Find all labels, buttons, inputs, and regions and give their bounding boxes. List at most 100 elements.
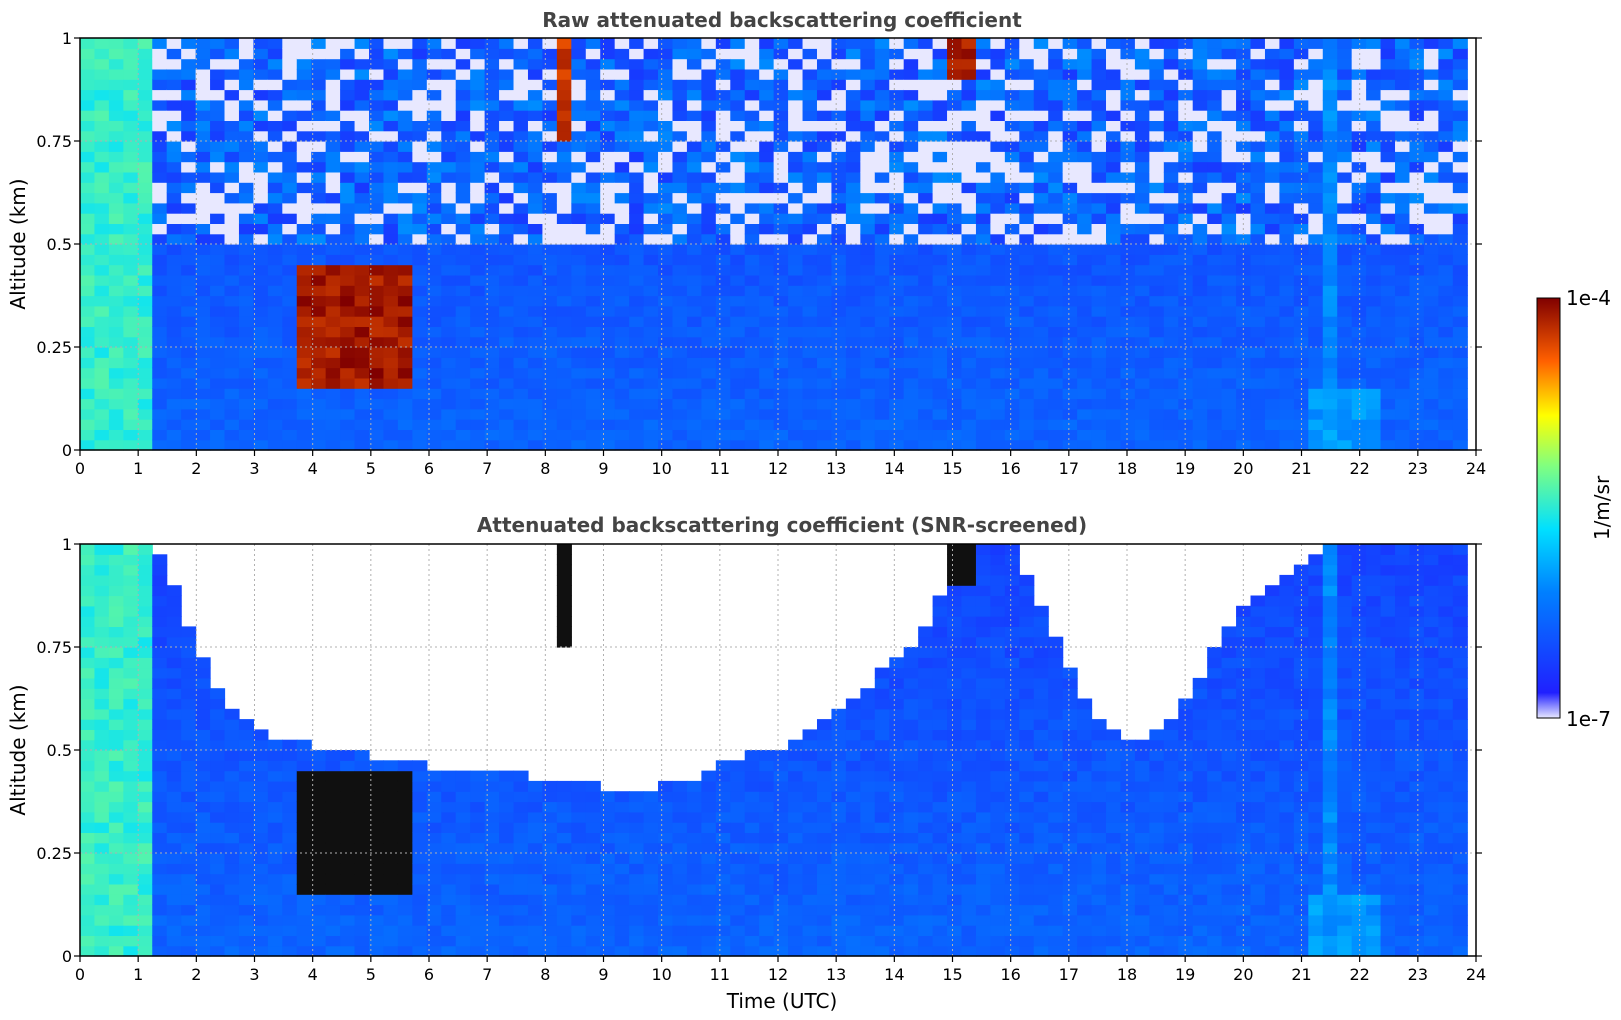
heatmap-cell [108, 574, 124, 586]
heatmap-cell [744, 68, 760, 80]
heatmap-cell [1322, 171, 1338, 183]
heatmap-cell [614, 192, 630, 204]
heatmap-cell [1192, 141, 1208, 152]
heatmap-cell [137, 554, 153, 566]
heatmap-cell [1062, 89, 1078, 101]
heatmap-cell [340, 58, 356, 70]
heatmap-cell [253, 120, 269, 132]
heatmap-cell [788, 233, 804, 245]
heatmap-cell [686, 853, 702, 864]
heatmap-cell [80, 657, 96, 669]
heatmap-cell [282, 305, 298, 317]
heatmap-cell [1423, 223, 1439, 235]
heatmap-cell [181, 213, 197, 224]
heatmap-cell [369, 110, 385, 121]
heatmap-cell [1221, 130, 1237, 142]
heatmap-cell [1091, 295, 1107, 307]
heatmap-cell [585, 780, 601, 792]
heatmap-cell [195, 264, 211, 276]
heatmap-cell [860, 130, 876, 142]
heatmap-cell [1207, 244, 1223, 255]
heatmap-cell [1264, 213, 1281, 224]
heatmap-cell [238, 79, 255, 91]
heatmap-cell [80, 161, 96, 173]
heatmap-cell [1178, 213, 1194, 224]
heatmap-cell [975, 223, 991, 235]
heatmap-cell [166, 688, 182, 700]
heatmap-cell [369, 398, 385, 410]
heatmap-cell [354, 285, 370, 297]
heatmap-cell [210, 68, 226, 80]
heatmap-cell [282, 161, 298, 173]
heatmap-cell [137, 605, 153, 617]
heatmap-cell [1337, 120, 1353, 132]
heatmap-cell [686, 429, 702, 441]
heatmap-cell [773, 38, 789, 49]
heatmap-cell [412, 182, 428, 194]
heatmap-cell [542, 925, 558, 936]
heatmap-cell [1134, 388, 1150, 400]
heatmap-cell [542, 419, 558, 430]
heatmap-cell [311, 254, 327, 266]
heatmap-cell [397, 38, 413, 49]
heatmap-cell [1322, 244, 1338, 255]
heatmap-cell [975, 377, 991, 389]
heatmap-cell [253, 739, 269, 751]
heatmap-cell [1062, 274, 1078, 286]
heatmap-cell [1077, 295, 1093, 307]
heatmap-cell [1192, 326, 1208, 338]
heatmap-cell [1423, 367, 1439, 379]
heatmap-cell [383, 202, 399, 214]
heatmap-cell [238, 822, 255, 833]
heatmap-cell [903, 264, 919, 276]
heatmap-cell [441, 192, 457, 204]
heatmap-cell [1207, 357, 1223, 369]
heatmap-cell [1106, 192, 1122, 204]
heatmap-cell [527, 254, 544, 266]
heatmap-cell [1221, 377, 1237, 389]
heatmap-cell [802, 141, 818, 152]
heatmap-cell [1438, 357, 1454, 369]
heatmap-cell [499, 853, 515, 864]
heatmap-cell [426, 842, 442, 854]
heatmap-cell [1077, 398, 1093, 410]
heatmap-cell [542, 161, 558, 173]
heatmap-cell [1033, 439, 1049, 451]
heatmap-cell [816, 68, 833, 80]
heatmap-cell [1380, 305, 1396, 317]
heatmap-cell [1106, 377, 1122, 389]
heatmap-cell [629, 244, 645, 255]
heatmap-cell [253, 305, 269, 317]
heatmap-cell [181, 636, 197, 648]
heatmap-cell [267, 141, 283, 152]
heatmap-cell [889, 233, 905, 245]
heatmap-cell [773, 99, 789, 111]
heatmap-cell [383, 151, 399, 163]
heatmap-cell [672, 377, 688, 389]
heatmap-cell [1149, 171, 1165, 183]
heatmap-cell [629, 79, 645, 91]
heatmap-cell [889, 274, 905, 286]
heatmap-cell [80, 677, 96, 689]
heatmap-cell [267, 38, 283, 49]
heatmap-cell [1322, 99, 1338, 111]
heatmap-cell [1438, 295, 1454, 307]
heatmap-cell [224, 842, 240, 854]
heatmap-cell [542, 182, 558, 194]
heatmap-cell [369, 822, 385, 833]
heatmap-cell [614, 38, 630, 49]
heatmap-cell [889, 429, 905, 441]
heatmap-cell [195, 182, 211, 194]
heatmap-cell [1106, 68, 1122, 80]
heatmap-cell [990, 89, 1006, 101]
heatmap-cell [123, 99, 139, 111]
heatmap-cell [340, 791, 356, 803]
heatmap-cell [137, 89, 153, 101]
heatmap-cell [137, 254, 153, 266]
heatmap-cell [1207, 429, 1223, 441]
heatmap-cell [499, 801, 515, 813]
heatmap-cell [94, 616, 110, 627]
heatmap-cell [773, 377, 789, 389]
heatmap-cell [253, 141, 269, 152]
heatmap-cell [1438, 347, 1454, 358]
